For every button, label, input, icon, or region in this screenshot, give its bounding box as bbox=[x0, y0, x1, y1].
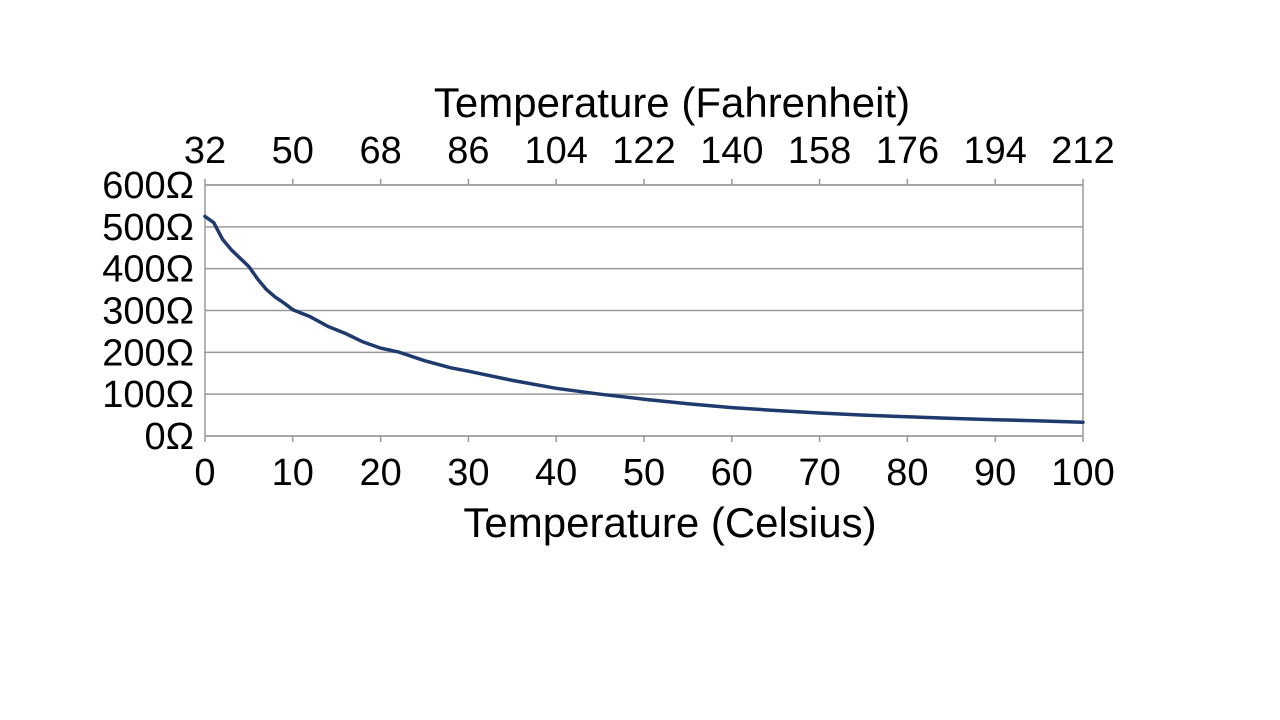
x-tick-label: 30 bbox=[447, 452, 489, 494]
y-tick-label: 300Ω bbox=[102, 291, 194, 333]
x-axis-title: Temperature (Celsius) bbox=[463, 499, 876, 546]
resistance-curve bbox=[203, 214, 1085, 424]
y-tick-label: 0Ω bbox=[144, 416, 194, 458]
x2-axis-title: Temperature (Fahrenheit) bbox=[434, 79, 910, 126]
y-tick-label: 500Ω bbox=[102, 207, 194, 249]
x-tick-label: 10 bbox=[272, 452, 314, 494]
x2-tick-label: 176 bbox=[876, 130, 939, 172]
x-tick-label: 70 bbox=[798, 452, 840, 494]
x2-tick-label: 158 bbox=[788, 130, 851, 172]
axes bbox=[204, 179, 1084, 442]
x2-tick-label: 32 bbox=[184, 130, 226, 172]
x2-tick-label: 86 bbox=[447, 130, 489, 172]
y-tick-label: 100Ω bbox=[102, 374, 194, 416]
series bbox=[203, 214, 1085, 424]
x-tick-label: 100 bbox=[1051, 452, 1114, 494]
y-tick-label: 400Ω bbox=[102, 249, 194, 291]
x-tick-label: 20 bbox=[359, 452, 401, 494]
x2-tick-label: 140 bbox=[700, 130, 763, 172]
x-tick-label: 0 bbox=[194, 452, 215, 494]
x2-tick-label: 104 bbox=[524, 130, 587, 172]
x2-tick-label: 122 bbox=[612, 130, 675, 172]
x2-tick-label: 68 bbox=[359, 130, 401, 172]
x2-tick-label: 50 bbox=[272, 130, 314, 172]
x2-tick-label: 194 bbox=[963, 130, 1026, 172]
x-tick-label: 80 bbox=[886, 452, 928, 494]
x-tick-label: 60 bbox=[711, 452, 753, 494]
x2-tick-label: 212 bbox=[1051, 130, 1114, 172]
x-tick-label: 40 bbox=[535, 452, 577, 494]
x-tick-label: 50 bbox=[623, 452, 665, 494]
y-tick-label: 200Ω bbox=[102, 332, 194, 374]
x-tick-label: 90 bbox=[974, 452, 1016, 494]
y-tick-label: 600Ω bbox=[102, 165, 194, 207]
